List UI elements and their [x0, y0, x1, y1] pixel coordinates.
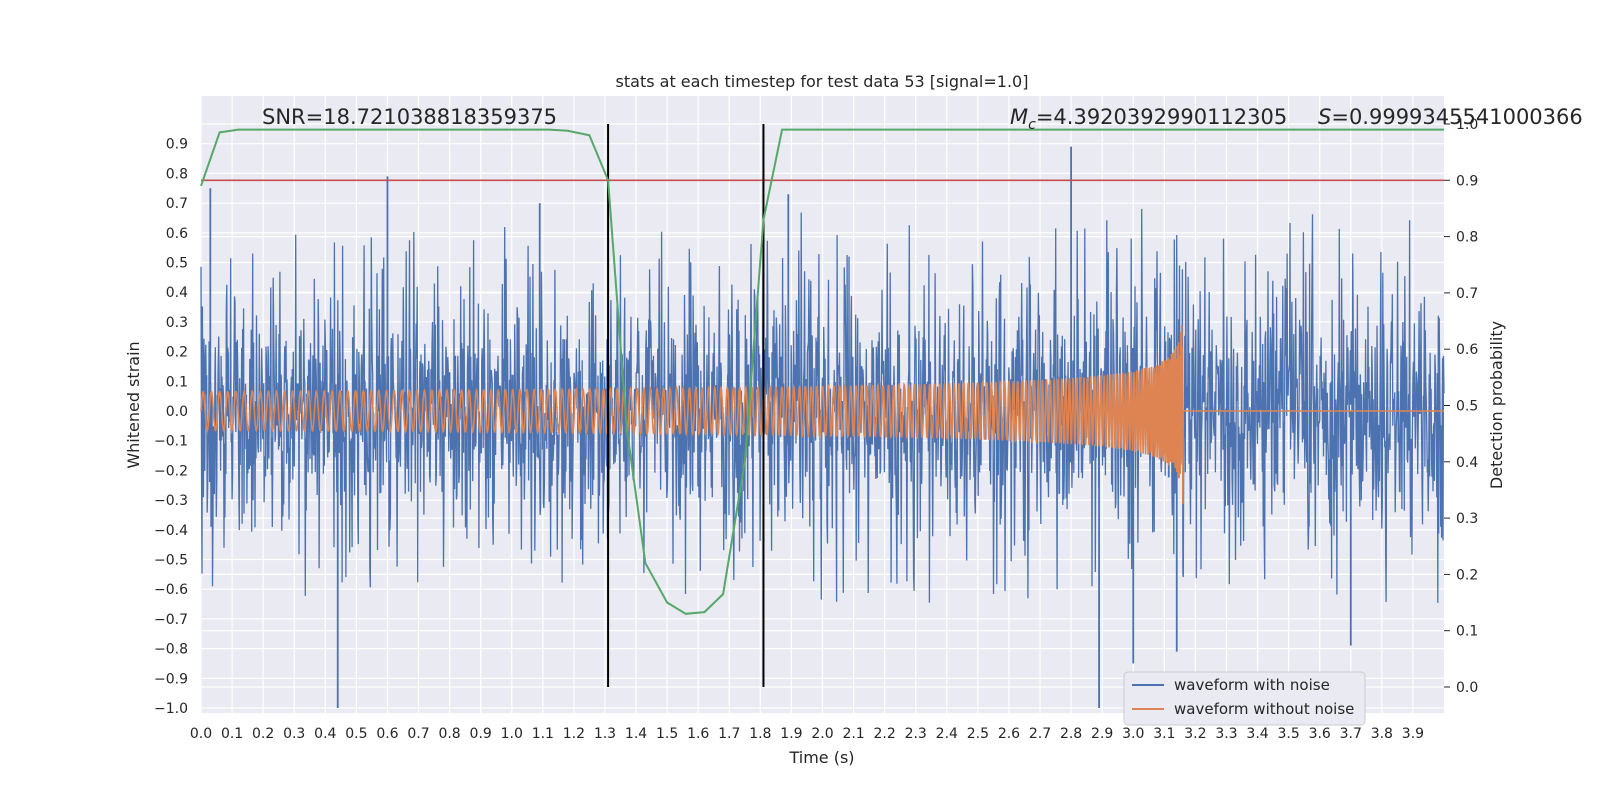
- y2-tick-label: 0.9: [1456, 173, 1478, 189]
- chirp-mass-symbol: M: [1010, 105, 1028, 129]
- x-tick-label: 2.6: [998, 726, 1020, 742]
- x-tick-label: 3.8: [1371, 726, 1393, 742]
- x-tick-labels: 0.0 0.1 0.2 0.3 0.4 0.5 0.6 0.7 0.8 0.9 1.0 1.1 1.2 1…: [190, 726, 1424, 742]
- y-tick-label: 0.1: [166, 374, 188, 390]
- x-tick-label: 2.3: [905, 726, 927, 742]
- x-tick-label: 1.2: [563, 726, 585, 742]
- detection-probability-line: [200, 128, 1444, 615]
- significance-value: =0.9999345541000366: [1331, 105, 1582, 129]
- x-tick-label: 2.4: [936, 726, 958, 742]
- series-waveform-without-noise: [200, 325, 1444, 505]
- y-tick-label: 0.6: [166, 226, 188, 242]
- x-tick-label: 2.9: [1091, 726, 1113, 742]
- clean-waveform-line: [200, 325, 1444, 505]
- noisy-waveform-line: [200, 208, 1445, 603]
- x-tick-label: 2.2: [874, 726, 896, 742]
- chirp-mass-annotation: Mc=4.3920392990112305: [1010, 105, 1287, 133]
- y2-tick-label: 0.8: [1456, 230, 1478, 246]
- y-tick-label: −0.5: [154, 553, 188, 569]
- y-tick-label: 0.7: [166, 196, 188, 212]
- x-tick-label: 2.0: [811, 726, 833, 742]
- y-tick-labels: 0.9 0.8 0.7 0.6 0.5 0.4 0.3 0.2 0.1 0.0 −0.1 −0.2 −0…: [154, 137, 188, 717]
- significance-annotation: S=0.9999345541000366: [1318, 105, 1583, 129]
- significance-symbol: S: [1318, 105, 1331, 129]
- x-tick-label: 1.3: [594, 726, 616, 742]
- chirp-mass-value: =4.3920392990112305: [1036, 105, 1287, 129]
- x-tick-label: 1.7: [718, 726, 740, 742]
- y-tick-label: −0.7: [154, 612, 188, 628]
- x-tick-label: 1.8: [749, 726, 771, 742]
- legend-box: [1123, 671, 1366, 726]
- y2-tick-label: 0.4: [1456, 455, 1478, 471]
- x-tick-label: 3.4: [1246, 726, 1268, 742]
- x-tick-label: 0.8: [438, 726, 460, 742]
- y-tick-label: 0.4: [166, 285, 188, 301]
- x-tick-label: 2.5: [967, 726, 989, 742]
- x-tick-label: 3.5: [1277, 726, 1299, 742]
- x-tick-label: 1.0: [501, 726, 523, 742]
- y2-tick-label: 0.1: [1456, 624, 1478, 640]
- x-tick-label: 0.3: [283, 726, 305, 742]
- x-tick-label: 3.3: [1215, 726, 1237, 742]
- x-tick-label: 0.2: [252, 726, 274, 742]
- y-tick-label: 0.2: [166, 345, 188, 361]
- y-tick-label: −0.8: [154, 642, 188, 658]
- x-tick-label: 0.5: [345, 726, 367, 742]
- x-axis-label: Time (s): [788, 748, 854, 767]
- x-tick-label: 1.9: [780, 726, 802, 742]
- grid: [200, 96, 1444, 713]
- x-tick-label: 1.1: [532, 726, 554, 742]
- y-axis-label: Whitened strain: [124, 341, 143, 468]
- y2-tick-labels: 1.0 0.9 0.8 0.7 0.6 0.5 0.4 0.3 0.2 0.1 0.0: [1444, 117, 1478, 696]
- y-tick-label: 0.5: [166, 256, 188, 272]
- x-tick-label: 0.6: [376, 726, 398, 742]
- y2-tick-label: 0.3: [1456, 511, 1478, 527]
- y2-tick-label: 0.2: [1456, 567, 1478, 583]
- y-tick-label: −0.9: [154, 671, 188, 687]
- overlay-lines: [200, 124, 1444, 687]
- x-tick-label: 0.9: [470, 726, 492, 742]
- x-tick-label: 1.4: [625, 726, 647, 742]
- y2-axis-label: Detection probability: [1487, 321, 1506, 489]
- legend-label-clean: waveform without noise: [1174, 700, 1354, 718]
- legend: waveform with noise waveform without noi…: [1123, 671, 1366, 726]
- x-tick-label: 3.2: [1184, 726, 1206, 742]
- y-tick-label: −1.0: [154, 701, 188, 717]
- x-tick-label: 3.0: [1122, 726, 1144, 742]
- x-tick-label: 3.6: [1309, 726, 1331, 742]
- chirp-mass-subscript: c: [1028, 117, 1036, 133]
- y2-tick-label: 0.7: [1456, 286, 1478, 302]
- y-tick-label: 0.8: [166, 166, 188, 182]
- y-tick-label: −0.4: [154, 523, 188, 539]
- x-tick-label: 1.5: [656, 726, 678, 742]
- x-tick-label: 0.4: [314, 726, 336, 742]
- x-tick-label: 2.1: [842, 726, 864, 742]
- chart-title: stats at each timestep for test data 53 …: [616, 72, 1029, 91]
- legend-label-noisy: waveform with noise: [1174, 676, 1330, 694]
- y-tick-label: 0.9: [166, 137, 188, 153]
- x-tick-label: 0.7: [407, 726, 429, 742]
- y2-tick-label: 1.0: [1456, 117, 1478, 133]
- y2-tick-label: 0.6: [1456, 342, 1478, 358]
- x-tick-label: 2.8: [1060, 726, 1082, 742]
- snr-annotation: SNR=18.721038818359375: [262, 105, 557, 129]
- y-tick-label: −0.1: [154, 434, 188, 450]
- y-tick-label: −0.2: [154, 463, 188, 479]
- y-tick-label: 0.3: [166, 315, 188, 331]
- y-tick-label: −0.3: [154, 493, 188, 509]
- y-tick-label: 0.0: [166, 404, 188, 420]
- x-tick-label: 0.0: [190, 726, 212, 742]
- y2-tick-label: 0.5: [1456, 399, 1478, 415]
- x-tick-label: 3.1: [1153, 726, 1175, 742]
- x-tick-label: 1.6: [687, 726, 709, 742]
- x-tick-label: 2.7: [1029, 726, 1051, 742]
- y2-tick-label: 0.0: [1456, 680, 1478, 696]
- x-tick-label: 3.9: [1402, 726, 1424, 742]
- x-tick-label: 0.1: [221, 726, 243, 742]
- y-tick-label: −0.6: [154, 582, 188, 598]
- x-tick-label: 3.7: [1340, 726, 1362, 742]
